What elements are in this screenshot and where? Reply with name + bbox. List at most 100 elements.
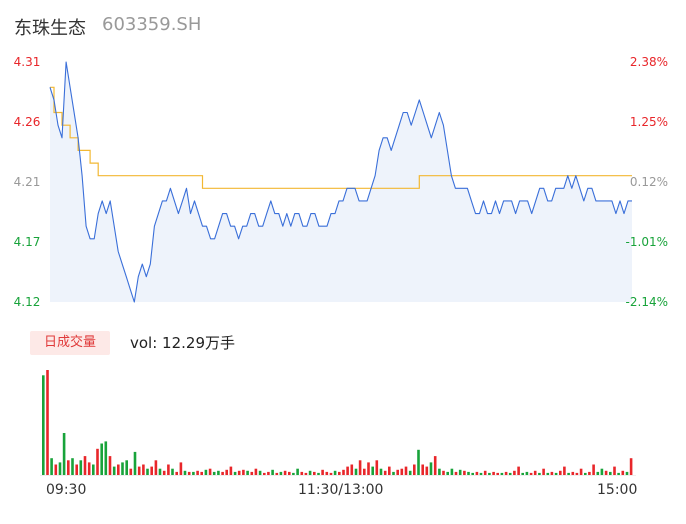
volume-bar [154,460,158,475]
volume-bar [296,468,299,475]
volume-bar [488,472,491,475]
stock-code: 603359.SH [102,14,202,35]
volume-bar [346,466,349,475]
volume-bar [521,472,524,475]
volume-bar [463,470,466,475]
volume-bar [367,462,370,475]
volume-bar [613,466,616,475]
volume-bar [433,456,437,475]
volume-bar [179,462,183,475]
volume-bar [221,471,224,475]
volume-bar [133,451,137,475]
volume-bar [525,471,529,475]
volume-bar [442,470,445,475]
volume-bar [204,469,208,476]
volume-bar [483,470,487,475]
volume-bar [233,471,237,475]
volume-bar [438,468,441,475]
daily-volume-tab[interactable]: 日成交量 [30,331,110,355]
volume-bar [338,471,341,475]
volume-bar [408,470,412,475]
volume-bar [513,470,516,475]
volume-bar [313,471,316,475]
volume-bar [458,469,462,476]
volume-bar [500,472,504,475]
volume-bar [54,464,58,475]
volume-bar [629,458,633,475]
time-label-close: 15:00 [597,482,638,498]
volume-bar [167,464,170,475]
volume-bar [371,466,374,475]
volume-bar [42,375,45,476]
volume-bar [121,462,124,475]
volume-bar [46,370,49,475]
price-tick-label: 4.21 [13,175,41,189]
volume-bar [317,472,320,475]
volume-bar [75,464,78,475]
volume-bar [71,458,74,475]
pct-tick-label: 1.25% [629,115,668,129]
pct-tick-label: -2.14% [625,295,668,309]
volume-bar [283,470,287,475]
volume-bar [600,468,604,475]
volume-bar [288,471,291,475]
volume-bar [112,466,116,475]
volume-bar [529,472,533,475]
volume-bar [358,460,362,475]
volume-bar [596,471,600,475]
volume-bar [492,471,495,475]
volume-bar [396,469,399,476]
volume-bar [225,469,228,476]
volume-bar [58,462,62,475]
volume-bar [212,471,216,475]
volume-bar [450,468,454,475]
volume-bar [592,464,595,475]
volume-bar [554,472,558,475]
volume-bar [254,468,258,475]
volume-bar [325,471,329,475]
volume-bar [567,472,570,475]
volume-bar [304,472,308,475]
volume-bar [546,472,550,475]
volume-bar [588,471,591,475]
price-line [49,61,632,303]
volume-bar [388,466,391,475]
volume-bar [333,470,337,475]
volume-bar [92,464,95,475]
volume-bar [584,472,587,475]
volume-bar [100,443,103,475]
volume-bar [258,470,262,475]
volume-bar [162,470,166,475]
volume-bar [271,469,274,476]
volume-bar [67,460,70,475]
volume-bar [617,472,620,475]
volume-bar [563,466,566,475]
volume-bar [496,472,499,475]
volume-bar [242,469,245,476]
volume-bar [275,472,279,475]
volume-bar [550,471,554,475]
volume-bar [517,466,520,475]
volume-bar [137,466,141,475]
time-label-midday: 11:30/13:00 [298,482,384,498]
volume-bar [559,470,562,475]
price-tick-label: 4.31 [13,55,41,69]
volume-bar [542,468,545,475]
volume-bar [250,471,254,475]
volume-bar [625,471,629,475]
volume-bar [421,464,424,475]
volume-bar [571,471,575,475]
volume-bar [342,469,345,476]
volume-bar [446,471,449,475]
volume-bar [96,448,99,476]
volume-bar [609,471,612,475]
volume-bar [279,471,283,475]
volume-bar [429,462,433,475]
volume-bar [621,470,625,475]
volume-bar [379,468,383,475]
volume-bar [171,468,174,475]
volume-bar [150,466,153,475]
volume-bar [263,472,266,475]
volume-bar [108,456,112,475]
